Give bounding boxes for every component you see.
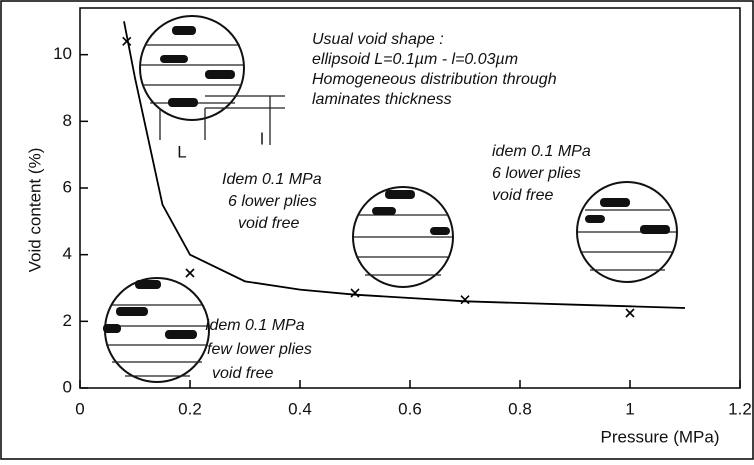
y-tick-label: 10 [53,44,72,63]
annotation: laminates thickness [312,91,452,108]
data-point [185,268,195,278]
x-tick-label: 0.6 [398,399,422,418]
y-tick-label: 6 [63,177,72,196]
annotation: L [177,142,186,161]
annotation: Idem 0.1 MPa [205,317,305,334]
micrograph [576,181,678,283]
y-tick-label: 4 [63,244,72,263]
x-tick-label: 1.2 [728,399,752,418]
y-axis-title: Void content (%) [25,148,44,273]
x-tick-label: 1 [625,399,634,418]
micrograph [103,277,210,383]
data-point [460,295,470,305]
annotation: Usual void shape : [312,31,444,48]
data-point [350,288,360,298]
y-tick-label: 2 [63,311,72,330]
x-tick-label: 0.2 [178,399,202,418]
annotation: Homogeneous distribution through [312,71,557,88]
annotation: void free [212,365,273,382]
annotation: l [260,129,264,148]
y-tick-label: 8 [63,111,72,130]
fit-curve [123,21,686,309]
data-point [625,308,635,318]
annotation: 6 lower plies [228,193,317,210]
annotation: idem 0.1 MPa [492,143,591,160]
x-tick-label: 0.4 [288,399,312,418]
x-axis-title: Pressure (MPa) [600,427,719,446]
annotation: void free [492,187,553,204]
micrograph [139,15,285,145]
annotation: Idem 0.1 MPa [222,171,322,188]
x-tick-label: 0 [75,399,84,418]
annotation: ellipsoid L=0.1µm - l=0.03µm [312,51,518,68]
x-tick-label: 0.8 [508,399,532,418]
annotation: 6 lower plies [492,165,581,182]
illustrations [103,15,678,383]
micrograph [352,186,454,288]
annotation: void free [238,215,299,232]
data-point [122,36,132,46]
annotation: few lower plies [207,341,312,358]
y-tick-label: 0 [63,377,72,396]
